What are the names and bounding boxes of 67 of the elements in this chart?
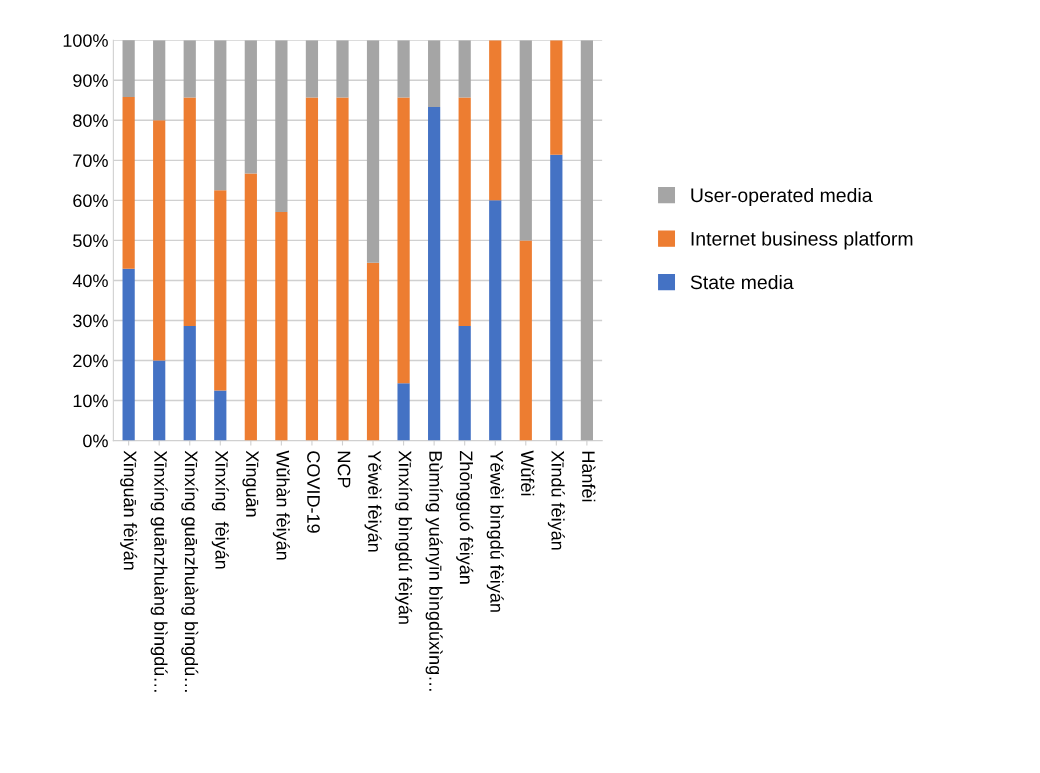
bar [244, 173, 257, 441]
bar [550, 40, 563, 155]
bar [305, 97, 319, 441]
y-tick-label: 80% [73, 114, 108, 127]
y-tick-label: 100% [63, 34, 108, 47]
bar [305, 40, 319, 98]
bar [153, 40, 166, 121]
bar [458, 40, 471, 98]
y-tick-label: 10% [73, 394, 108, 408]
bar [366, 262, 380, 441]
y-tick-label: 40% [72, 274, 108, 288]
y-tick-label: 30% [73, 314, 108, 328]
bar [122, 40, 135, 98]
bar [458, 97, 471, 327]
bar [275, 211, 288, 441]
legend-label: State media [690, 274, 794, 290]
y-tick-label: 0% [83, 434, 108, 448]
x-tick-label: COVID-19 [307, 451, 320, 533]
bar [519, 40, 532, 241]
legend-label: Internet business platform [691, 231, 913, 250]
bar [428, 107, 441, 441]
bar [519, 240, 532, 441]
x-tick-label: Hànfèi [582, 451, 596, 502]
bar [153, 120, 166, 361]
x-tick-label: Xīnguān [242, 450, 259, 517]
bar [244, 40, 257, 174]
bar [214, 390, 227, 441]
bar [397, 383, 410, 441]
x-tick-label: Xīnxíng fèiyán [211, 450, 229, 569]
bar [183, 97, 196, 327]
y-tick-label: 70% [73, 154, 108, 168]
x-tick-label: Wǔhàn fèiyán [272, 450, 290, 560]
bar [580, 40, 593, 441]
bar [336, 40, 349, 98]
bar [214, 190, 227, 391]
bar [214, 40, 227, 191]
bar [458, 326, 471, 441]
x-tick-label: Xīndú fèiyán [547, 450, 565, 550]
x-tick-label: Xīnguān fèiyán [120, 450, 138, 570]
bar [122, 97, 135, 269]
bar [397, 97, 410, 384]
y-tick-label: 20% [73, 354, 108, 368]
x-tick-label: Wǔfèi [520, 450, 535, 496]
y-tick-label: 50% [73, 234, 108, 248]
x-tick-label: Xīnxíng guānzhuàng bìngdú… [150, 450, 168, 692]
x-tick-label: Zhōngguó fèiyán [456, 450, 474, 584]
y-tick-label: 90% [73, 74, 108, 87]
bar [489, 200, 502, 441]
bar [397, 40, 410, 98]
bar [550, 154, 563, 441]
bar [366, 40, 380, 263]
x-tick-label: Xīnxíng guānzhuàng bìngdú… [181, 450, 199, 692]
bar [275, 40, 288, 212]
y-tick-label: 60% [73, 194, 108, 208]
bar [183, 326, 196, 441]
bar [153, 360, 166, 441]
x-tick-label: Yěwèi bìngdú fèiyán [486, 450, 504, 612]
bar [428, 40, 441, 108]
bar [183, 40, 196, 98]
x-tick-label: Yěwèi fèiyán [364, 450, 382, 552]
bar [336, 97, 349, 441]
x-tick-label: NCP [337, 451, 351, 488]
x-tick-label: Bùmíng yuányīn bìngdúxìng… [425, 451, 443, 691]
x-tick-label: Xīnxíng bìngdú fèiyán [395, 450, 413, 624]
bar [122, 268, 135, 441]
legend-label: User-operated media [691, 187, 873, 207]
bar [489, 40, 502, 201]
